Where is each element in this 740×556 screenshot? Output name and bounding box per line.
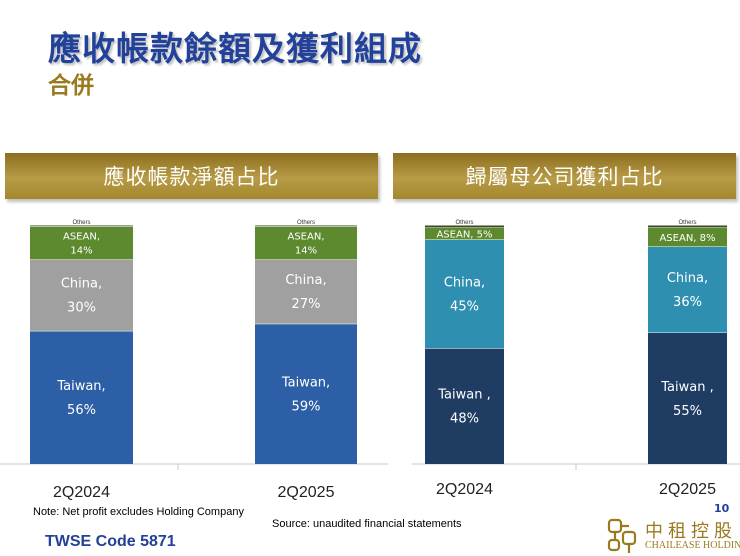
slide-title: 應收帳款餘額及獲利組成 [48, 29, 422, 68]
profit-label-asean-2q2025: ASEAN, 8% [659, 233, 715, 244]
profit-value-china-2q2025: 36% [673, 295, 702, 310]
receivables-label-asean-2q2025: ASEAN, [287, 231, 324, 242]
receivables-label-taiwan-2q2025: Taiwan, [281, 375, 330, 390]
profit-bar-others-2q2024 [425, 225, 504, 228]
profit-value-taiwan-2q2025: 55% [673, 404, 702, 419]
receivables-chart-header: 應收帳款淨額占比 [5, 153, 378, 199]
slide-subtitle: 合併 [48, 73, 94, 99]
profit-value-taiwan-2q2024: 48% [450, 412, 479, 427]
profit-label-others-2q2025: Others [678, 220, 696, 226]
source-note: Source: unaudited financial statements [272, 518, 462, 530]
page-number: 10 [714, 502, 730, 515]
receivables-value-china-2q2024: 30% [67, 301, 96, 316]
receivables-bar-china-2q2025 [255, 259, 357, 324]
logo-mark-icon [607, 518, 637, 553]
profit-category-label-2q2024: 2Q2024 [436, 481, 493, 498]
receivables-bar-asean-2q2024 [30, 226, 133, 260]
receivables-category-label-2q2024: 2Q2024 [53, 484, 110, 501]
receivables-category-label-2q2025: 2Q2025 [278, 484, 335, 501]
profit-label-asean-2q2024: ASEAN, 5% [436, 229, 492, 240]
profit-label-others-2q2024: Others [455, 220, 473, 226]
company-logo: 中租控股 CHAILEASE HOLDING [605, 516, 740, 556]
profit-bar-asean-2q2024 [425, 227, 504, 240]
profit-label-china-2q2025: China, [667, 271, 708, 286]
profit-bar-asean-2q2025 [648, 227, 727, 247]
profit-category-label-2q2025: 2Q2025 [659, 481, 716, 498]
profit-label-china-2q2024: China, [444, 275, 485, 290]
receivables-value-asean-2q2024: 14% [70, 245, 92, 256]
ticker-code: TWSE Code 5871 [45, 533, 176, 550]
profit-bar-taiwan-2q2025 [648, 332, 727, 464]
receivables-bar-china-2q2024 [30, 259, 133, 331]
receivables-label-others-2q2025: Others [297, 220, 315, 226]
profit-bar-china-2q2025 [648, 246, 727, 333]
receivables-bar-others-2q2025 [255, 225, 357, 227]
receivables-label-china-2q2024: China, [61, 277, 102, 292]
profit-bar-china-2q2024 [425, 239, 504, 349]
profit-value-china-2q2024: 45% [450, 299, 479, 314]
receivables-value-taiwan-2q2024: 56% [67, 403, 96, 418]
receivables-label-asean-2q2024: ASEAN, [63, 231, 100, 242]
profit-bar-others-2q2025 [648, 225, 727, 228]
receivables-bar-taiwan-2q2024 [30, 330, 133, 464]
receivables-label-china-2q2025: China, [285, 273, 326, 288]
receivables-value-taiwan-2q2025: 59% [292, 399, 321, 414]
receivables-label-others-2q2024: Others [72, 220, 90, 226]
profit-label-taiwan-2q2025: Taiwan , [660, 380, 713, 395]
receivables-label-taiwan-2q2024: Taiwan, [56, 379, 105, 394]
footnote: Note: Net profit excludes Holding Compan… [33, 506, 244, 518]
profit-chart-header: 歸屬母公司獲利占比 [393, 153, 736, 199]
logo-english-name: CHAILEASE HOLDING [645, 540, 740, 551]
receivables-value-asean-2q2025: 14% [295, 245, 317, 256]
receivables-bar-taiwan-2q2025 [255, 323, 357, 464]
receivables-value-china-2q2025: 27% [292, 297, 321, 312]
profit-label-taiwan-2q2024: Taiwan , [437, 388, 490, 403]
receivables-bar-asean-2q2025 [255, 226, 357, 260]
logo-chinese-name: 中租控股 [645, 521, 737, 542]
profit-bar-taiwan-2q2024 [425, 348, 504, 464]
receivables-bar-others-2q2024 [30, 225, 133, 227]
